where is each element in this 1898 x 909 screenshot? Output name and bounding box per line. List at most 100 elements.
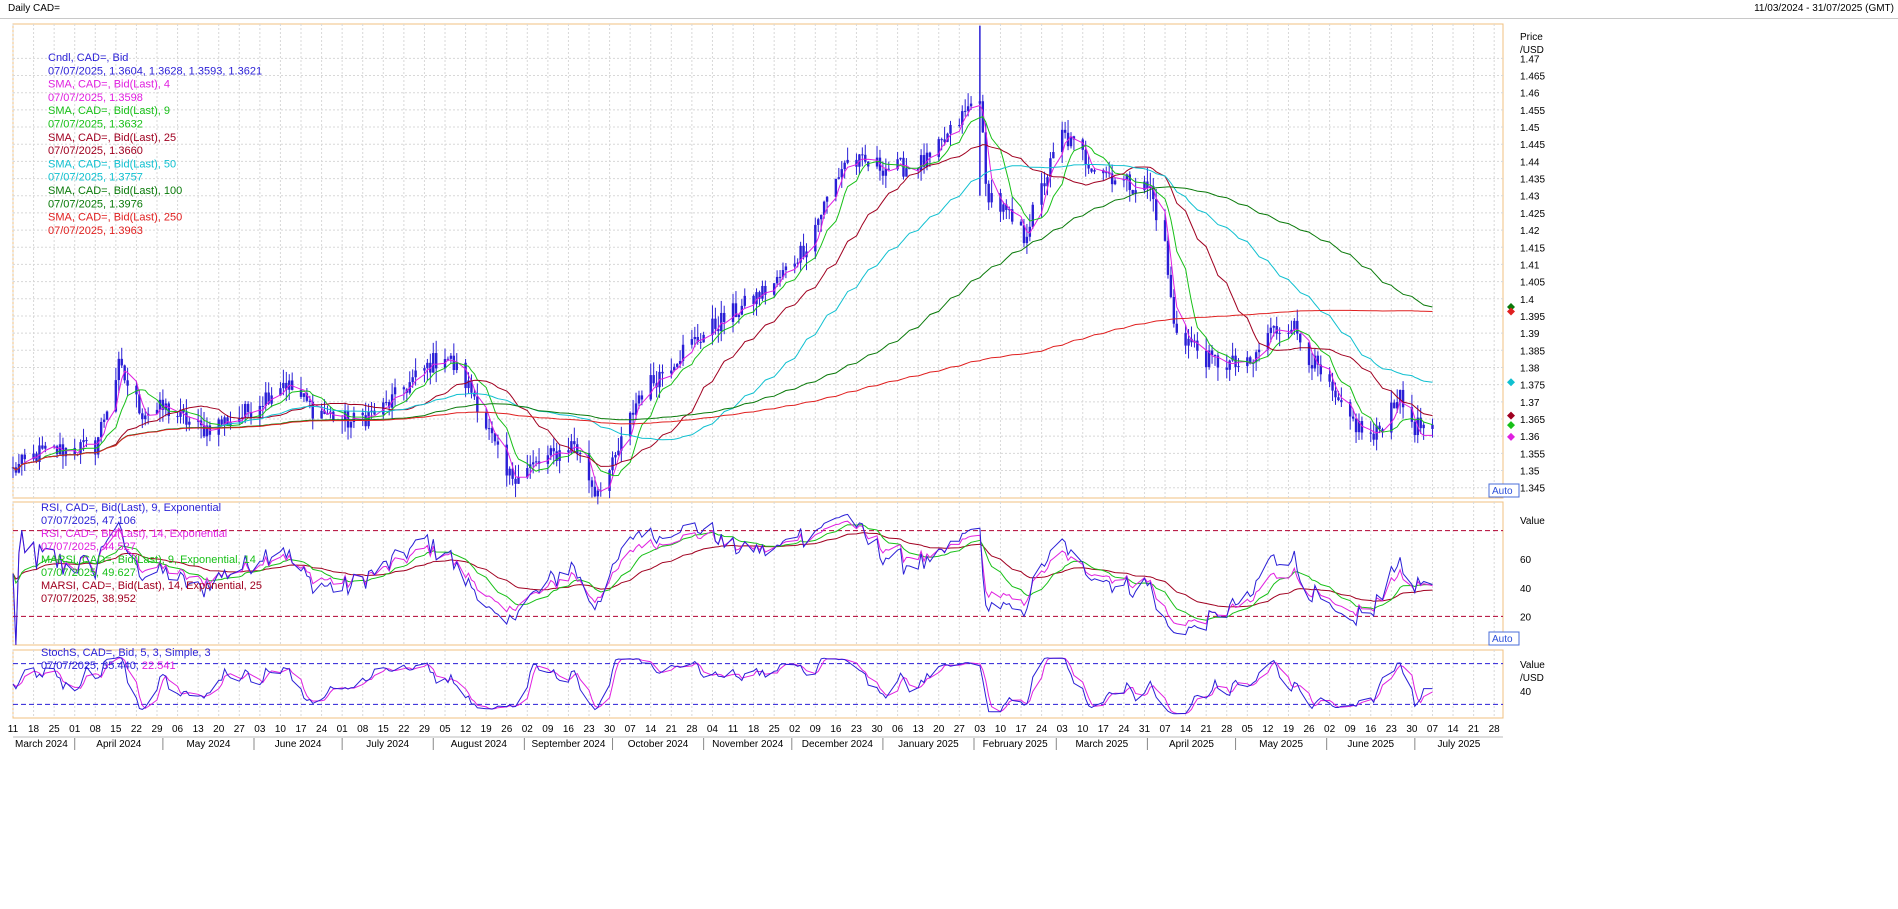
candle-body [620, 436, 623, 451]
x-tick-label: 24 [1036, 724, 1048, 735]
rsi-legend-name-1: RSI, CAD=, Bid(Last), 14, Exponential [41, 528, 227, 540]
candle-body [508, 468, 511, 476]
price-axis-marker [1507, 421, 1515, 430]
candle-body [946, 133, 949, 142]
x-tick-label: 08 [357, 724, 369, 735]
candle-body [79, 442, 82, 455]
candle-body [799, 245, 802, 263]
legend-name-4: SMA, CAD=, Bid(Last), 50 [48, 158, 176, 170]
candle-body [1190, 338, 1193, 343]
candle-body [984, 132, 987, 184]
candle-body [861, 154, 864, 156]
candle-body [881, 170, 885, 176]
candle-body [925, 152, 929, 167]
candle-body [1398, 389, 1402, 403]
candle-body [511, 468, 514, 479]
x-tick-label: 13 [193, 724, 205, 735]
x-tick-label: 05 [439, 724, 451, 735]
x-tick-label: 03 [974, 724, 986, 735]
candle-body [1319, 364, 1322, 375]
candle-body [105, 411, 109, 420]
candle-body [552, 448, 555, 452]
candle-body [731, 303, 735, 322]
candle-body [723, 312, 726, 322]
candle-body [32, 453, 35, 460]
candle-body [1008, 209, 1011, 211]
candle-body [1307, 342, 1311, 366]
candle-body [1401, 389, 1405, 408]
candle-body [185, 412, 188, 425]
candle-body [593, 486, 597, 497]
candle-body [1328, 374, 1331, 382]
x-tick-label: 10 [1077, 724, 1089, 735]
candle-body [1360, 421, 1364, 433]
candle-body [822, 201, 826, 215]
x-tick-label: 09 [1345, 724, 1357, 735]
candle-body [678, 361, 682, 365]
candle-body [752, 295, 755, 305]
candle-body [840, 169, 843, 178]
candle-body [737, 314, 741, 318]
candle-body [1196, 340, 1199, 351]
month-label: April 2025 [1169, 739, 1214, 750]
x-tick-label: 02 [789, 724, 801, 735]
price-axis-title: Price [1520, 32, 1543, 43]
candle-body [505, 444, 508, 476]
candle-body [1087, 163, 1090, 169]
candle-body [423, 368, 426, 371]
candle-body [308, 400, 312, 402]
candle-body [864, 154, 867, 162]
candle-body [819, 214, 823, 220]
legend-value-0: 07/07/2025, 1.3604, 1.3628, 1.3593, 1.36… [48, 65, 262, 77]
month-label: June 2025 [1347, 739, 1394, 750]
price-tick-label: 1.42 [1520, 226, 1540, 237]
candle-body [1046, 177, 1049, 187]
price-tick-label: 1.38 [1520, 363, 1540, 374]
candle-body [249, 412, 253, 419]
candle-body [302, 393, 306, 397]
x-tick-label: 30 [604, 724, 616, 735]
month-label: August 2024 [451, 739, 508, 750]
month-label: March 2024 [15, 739, 68, 750]
candle-body [1131, 189, 1134, 194]
legend-value-4: 07/07/2025, 1.3757 [48, 172, 143, 184]
candle-body [102, 419, 106, 422]
candle-body [637, 395, 641, 404]
x-tick-label: 19 [481, 724, 493, 735]
candle-body [1228, 360, 1231, 370]
candle-body [202, 425, 206, 437]
auto-scale-button [1488, 483, 1520, 498]
candle-body [1396, 402, 1399, 409]
candle-body [796, 262, 799, 264]
candle-body [943, 139, 946, 142]
candle-body [670, 370, 673, 374]
candle-body [123, 365, 126, 381]
candle-body [1390, 402, 1393, 433]
candle-body [614, 454, 617, 458]
stoch-axis-unit: /USD [1520, 673, 1544, 684]
candle-body [1231, 355, 1234, 361]
candle-body [1122, 179, 1126, 181]
candle-body [905, 168, 908, 177]
candle-body [41, 445, 44, 449]
price-tick-label: 1.445 [1520, 140, 1545, 151]
candle-body [158, 399, 162, 410]
price-tick-label: 1.355 [1520, 449, 1545, 460]
candle-body [285, 382, 288, 390]
candle-body [141, 413, 144, 420]
auto-scale-button-rsi [1488, 631, 1520, 646]
candle-body [1093, 170, 1096, 172]
candle-body [711, 318, 714, 335]
candle-body [1134, 190, 1137, 194]
price-tick-label: 1.45 [1520, 123, 1540, 134]
candle-body [1334, 390, 1337, 398]
sma-line-9 [12, 115, 1433, 477]
candle-body [1169, 274, 1173, 298]
rsi-legend-value-3: 07/07/2025, 38.952 [41, 593, 136, 605]
candle-body [1213, 354, 1217, 356]
candle-body [1031, 204, 1034, 227]
candle-body [514, 478, 517, 484]
x-tick-label: 10 [995, 724, 1007, 735]
candle-body [1287, 332, 1290, 334]
